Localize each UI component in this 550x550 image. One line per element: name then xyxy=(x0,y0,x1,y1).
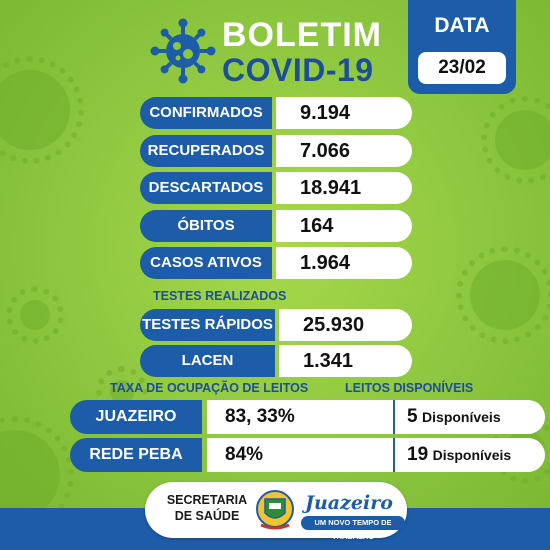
title-covid: COVID-19 xyxy=(222,52,374,88)
stat-value: 9.194 xyxy=(276,97,412,129)
stat-row-recuperados: RECUPERADOS 7.066 xyxy=(140,135,412,167)
virus-icon xyxy=(150,18,216,84)
leito-row-juazeiro: JUAZEIRO 83, 33% 5 Disponíveis xyxy=(70,400,545,434)
virus-decoration-icon xyxy=(481,96,550,184)
stat-label: TESTES RÁPIDOS xyxy=(140,309,275,341)
leito-ocupacao: 84% xyxy=(207,438,393,472)
stat-label: RECUPERADOS xyxy=(140,135,272,167)
footer-logos: SECRETARIA DE SAÚDE Juazeiro UM NOVO TEM… xyxy=(145,482,407,541)
stat-value: 7.066 xyxy=(276,135,412,167)
stat-label: ÓBITOS xyxy=(140,210,272,242)
divider xyxy=(393,400,395,434)
leito-ocupacao: 83, 33% xyxy=(207,400,393,434)
title-boletim: BOLETIM xyxy=(222,16,382,54)
virus-decoration-icon xyxy=(456,246,550,344)
leito-disponiveis-count: 19 xyxy=(407,444,429,465)
date-value: 23/02 xyxy=(418,52,506,84)
leito-label: REDE PEBA xyxy=(70,438,202,472)
city-name: Juazeiro xyxy=(305,492,393,514)
testes-heading: TESTES REALIZADOS xyxy=(153,289,287,303)
leito-label: JUAZEIRO xyxy=(70,400,202,434)
secretaria-logo: SECRETARIA DE SAÚDE xyxy=(165,492,249,524)
secretaria-line1: SECRETARIA xyxy=(166,493,248,507)
disponiveis-heading: LEITOS DISPONÍVEIS xyxy=(345,381,474,395)
stat-value: 1.964 xyxy=(276,247,412,279)
leito-disponiveis: 19 Disponíveis xyxy=(395,438,545,472)
ocupacao-heading: TAXA DE OCUPAÇÃO DE LEITOS xyxy=(110,381,309,395)
stat-row-testes-rapidos: TESTES RÁPIDOS 25.930 xyxy=(140,309,412,341)
virus-decoration-icon xyxy=(0,416,74,534)
leito-disponiveis: 5 Disponíveis xyxy=(395,400,545,434)
virus-decoration-icon xyxy=(6,286,64,344)
bulletin-title: BOLETIM COVID-19 xyxy=(150,12,390,90)
stat-label: CASOS ATIVOS xyxy=(140,247,272,279)
stat-label: LACEN xyxy=(140,345,275,377)
leito-disponiveis-count: 5 xyxy=(407,406,418,427)
stat-label: DESCARTADOS xyxy=(140,172,272,204)
stat-row-obitos: ÓBITOS 164 xyxy=(140,210,412,242)
stat-row-confirmados: CONFIRMADOS 9.194 xyxy=(140,97,412,129)
secretaria-line2: DE SAÚDE xyxy=(174,509,240,523)
virus-decoration-icon xyxy=(0,56,84,164)
stat-value: 25.930 xyxy=(279,309,412,341)
city-crest-icon xyxy=(256,490,294,530)
stat-label: CONFIRMADOS xyxy=(140,97,272,129)
date-panel: DATA 23/02 xyxy=(408,0,516,94)
stat-row-lacen: LACEN 1.341 xyxy=(140,345,412,377)
leito-row-rede-peba: REDE PEBA 84% 19 Disponíveis xyxy=(70,438,545,472)
juazeiro-logo: Juazeiro UM NOVO TEMPO DE TRABALHO xyxy=(301,486,405,541)
leito-disponiveis-word: Disponíveis xyxy=(422,409,501,425)
stat-value: 18.941 xyxy=(276,172,412,204)
stat-row-descartados: DESCARTADOS 18.941 xyxy=(140,172,412,204)
stat-value: 164 xyxy=(276,210,412,242)
date-label: DATA xyxy=(434,14,490,37)
city-slogan: UM NOVO TEMPO DE TRABALHO xyxy=(301,516,405,541)
divider xyxy=(393,438,395,472)
leito-disponiveis-word: Disponíveis xyxy=(432,447,512,463)
stat-value: 1.341 xyxy=(279,345,412,377)
stat-row-casos-ativos: CASOS ATIVOS 1.964 xyxy=(140,247,412,279)
